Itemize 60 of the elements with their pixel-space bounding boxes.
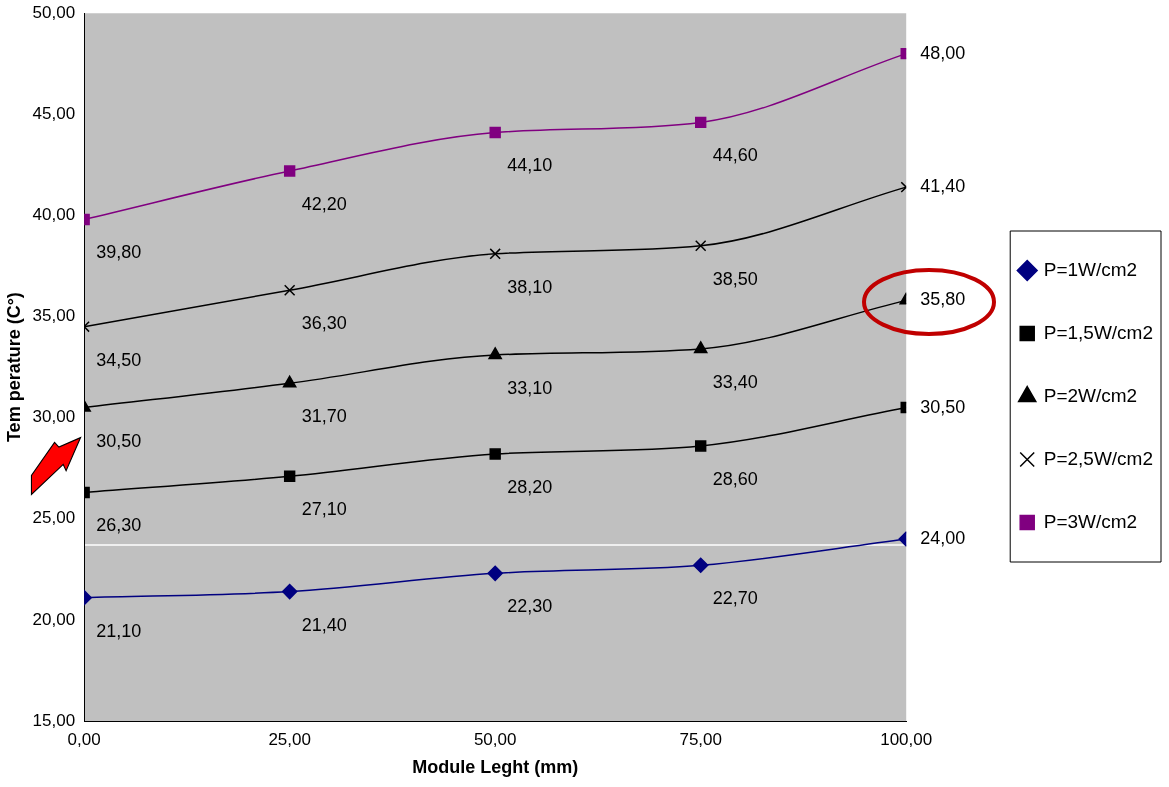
data-label: 33,10 bbox=[507, 377, 553, 398]
point bbox=[693, 341, 708, 354]
legend-label: P=2,5W/cm2 bbox=[1043, 447, 1154, 469]
data-label: 42,20 bbox=[301, 193, 347, 214]
data-label: 33,40 bbox=[712, 371, 758, 392]
point bbox=[282, 375, 297, 388]
data-label: 30,50 bbox=[96, 430, 142, 451]
y-axis-title: Tem perature (C°) bbox=[3, 292, 24, 443]
legend-label: P=2W/cm2 bbox=[1043, 384, 1138, 406]
point bbox=[695, 440, 707, 452]
data-label: 44,10 bbox=[507, 155, 553, 176]
data-label: 21,10 bbox=[96, 620, 142, 641]
point bbox=[283, 284, 296, 296]
x-tick-label: 100,00 bbox=[880, 729, 933, 749]
data-label: 35,80 bbox=[920, 289, 966, 310]
point bbox=[488, 347, 502, 360]
y-tick-label: 30,00 bbox=[32, 407, 76, 427]
data-label: 41,40 bbox=[920, 176, 966, 197]
data-label: 22,30 bbox=[507, 596, 553, 617]
data-label: 39,80 bbox=[96, 242, 142, 263]
x-tick-label: 50,00 bbox=[473, 729, 517, 749]
point bbox=[489, 126, 501, 139]
data-label: 30,50 bbox=[920, 396, 966, 417]
data-label: 34,50 bbox=[96, 349, 142, 370]
y-tick-label: 45,00 bbox=[32, 104, 76, 123]
legend-label: P=1W/cm2 bbox=[1043, 258, 1138, 280]
y-tick-label: 50,00 bbox=[32, 2, 76, 22]
point bbox=[692, 557, 709, 574]
data-label: 22,70 bbox=[712, 588, 758, 609]
y-tick-label: 35,00 bbox=[32, 306, 76, 326]
data-label: 36,30 bbox=[301, 313, 347, 334]
data-label: 38,50 bbox=[712, 268, 758, 289]
data-label: 24,00 bbox=[920, 527, 966, 548]
point bbox=[487, 565, 503, 582]
x-tick-label: 75,00 bbox=[679, 729, 722, 749]
legend-label: P=3W/cm2 bbox=[1043, 510, 1138, 532]
data-label: 38,10 bbox=[507, 276, 553, 297]
data-label: 21,40 bbox=[301, 614, 347, 635]
data-label: 28,60 bbox=[712, 468, 758, 489]
x-axis-title: Module Leght (mm) bbox=[412, 757, 579, 778]
point bbox=[695, 116, 707, 129]
data-label: 28,20 bbox=[507, 477, 553, 498]
x-tick-label: 25,00 bbox=[268, 729, 311, 749]
y-tick-label: 20,00 bbox=[32, 609, 76, 629]
x-tick-label: 0,00 bbox=[67, 729, 101, 749]
point bbox=[281, 583, 298, 600]
data-label: 27,10 bbox=[301, 499, 347, 520]
data-label: 48,00 bbox=[920, 42, 966, 63]
y-tick-label: 15,00 bbox=[32, 710, 76, 730]
data-label: 31,70 bbox=[301, 406, 347, 427]
data-label: 26,30 bbox=[96, 515, 142, 536]
point bbox=[489, 448, 501, 460]
point bbox=[489, 248, 501, 260]
point bbox=[695, 240, 707, 252]
y-tick-label: 40,00 bbox=[32, 205, 76, 225]
legend-label: P=1,5W/cm2 bbox=[1043, 321, 1154, 343]
point bbox=[283, 165, 296, 177]
data-label: 44,60 bbox=[712, 145, 758, 166]
point bbox=[283, 470, 296, 482]
y-tick-label: 25,00 bbox=[32, 508, 76, 528]
